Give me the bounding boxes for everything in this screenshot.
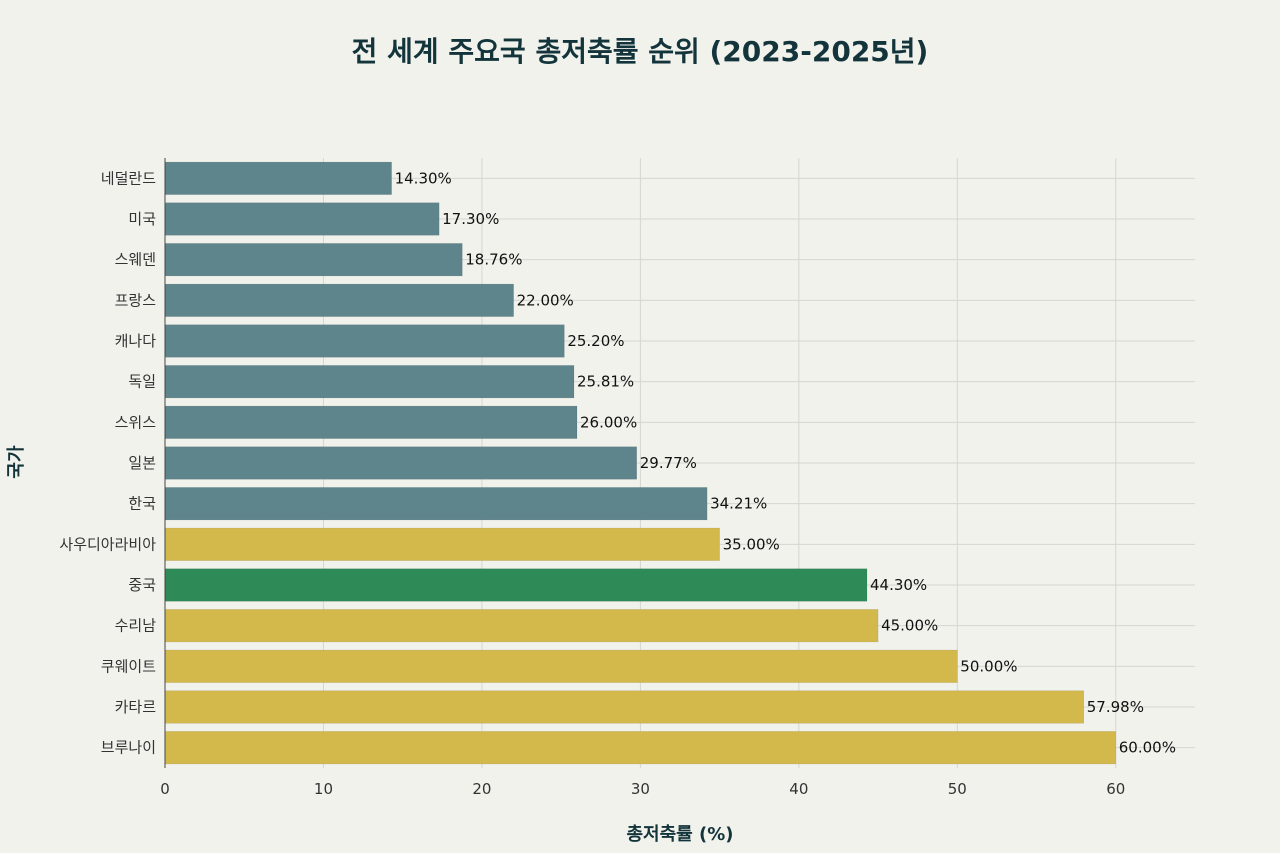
x-tick-label: 40 — [789, 780, 808, 798]
bar — [164, 365, 575, 399]
bar — [164, 649, 958, 683]
y-axis-label: 국가 — [6, 445, 27, 479]
x-tick-label: 50 — [948, 780, 967, 798]
bar-value-label: 34.21% — [710, 495, 767, 513]
bar-value-label: 17.30% — [442, 210, 499, 228]
category-label: 독일 — [128, 373, 156, 391]
x-tick-label: 30 — [631, 780, 650, 798]
category-label: 캐나다 — [115, 332, 157, 350]
x-tick-label: 0 — [160, 780, 170, 798]
category-label: 한국 — [128, 495, 156, 513]
bar-value-label: 45.00% — [881, 617, 938, 635]
bar — [164, 405, 578, 439]
category-label: 브루나이 — [101, 739, 156, 757]
bar — [164, 690, 1085, 724]
bar-value-label: 60.00% — [1119, 739, 1176, 757]
category-label: 카타르 — [115, 698, 157, 716]
category-label: 네덜란드 — [101, 169, 156, 187]
bar-value-label: 26.00% — [580, 413, 637, 431]
category-label: 스위스 — [115, 413, 157, 431]
bar-value-label: 44.30% — [870, 576, 927, 594]
bar-value-label: 50.00% — [960, 657, 1017, 675]
bar — [164, 324, 565, 358]
bar-value-label: 25.81% — [577, 373, 634, 391]
bar — [164, 487, 708, 521]
chart-title: 전 세계 주요국 총저축률 순위 (2023-2025년) — [351, 35, 929, 68]
x-tick-label: 10 — [314, 780, 333, 798]
category-label: 사우디아라비아 — [59, 535, 156, 553]
bar-value-label: 25.20% — [567, 332, 624, 350]
x-tick-label: 60 — [1106, 780, 1125, 798]
category-label: 미국 — [128, 210, 156, 228]
bar — [164, 202, 440, 236]
bar — [164, 609, 879, 643]
x-axis-label: 총저축률 (%) — [626, 824, 734, 845]
bar — [164, 568, 868, 602]
category-label: 스웨덴 — [115, 251, 156, 269]
category-label: 프랑스 — [115, 291, 157, 309]
x-tick-label: 20 — [472, 780, 491, 798]
bar — [164, 283, 514, 317]
bar-value-label: 22.00% — [517, 291, 574, 309]
bar — [164, 446, 638, 480]
category-label: 수리남 — [115, 617, 157, 635]
bar-value-label: 35.00% — [723, 535, 780, 553]
bar — [164, 731, 1117, 765]
bars: 14.30% 17.30% 18.76% 22.00% 25.20% 25.81% 26.0… — [164, 161, 1176, 765]
bar-value-label: 57.98% — [1087, 698, 1144, 716]
bar-value-label: 14.30% — [395, 169, 452, 187]
axes: 0 10 20 30 40 50 60 네덜란드미국스웨덴프랑스캐나다독일스위스일본한국사우디… — [59, 158, 1125, 798]
category-label: 중국 — [128, 576, 156, 594]
category-label: 쿠웨이트 — [101, 657, 156, 675]
bar-value-label: 29.77% — [640, 454, 697, 472]
category-label: 일본 — [128, 454, 156, 472]
bar — [164, 161, 392, 195]
bar — [164, 527, 720, 561]
bar — [164, 243, 463, 277]
bar-value-label: 18.76% — [465, 251, 522, 269]
